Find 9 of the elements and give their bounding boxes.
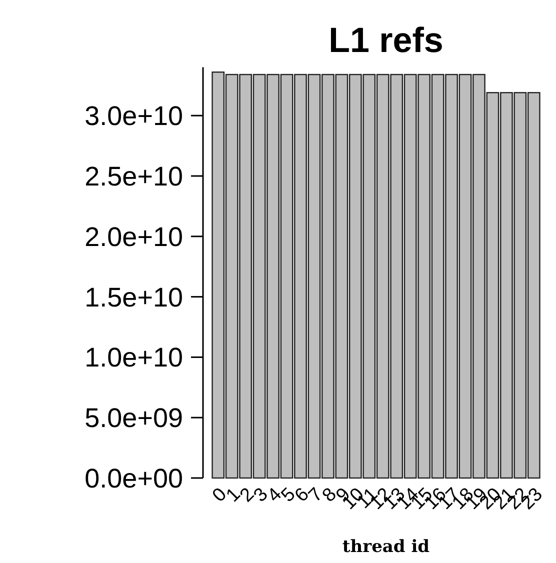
y-tick-label: 5.0e+09 (84, 403, 183, 434)
chart-title: L1 refs (328, 21, 444, 60)
y-tick-label: 1.0e+10 (84, 342, 183, 373)
y-tick-label: 2.5e+10 (84, 161, 183, 192)
y-tick-label: 3.0e+10 (84, 101, 183, 132)
x-axis-title: thread id (342, 537, 430, 557)
y-tick-label: 0.0e+00 (84, 463, 183, 494)
y-tick-label: 2.0e+10 (84, 222, 183, 252)
y-tick-label: 1.5e+10 (84, 282, 183, 312)
